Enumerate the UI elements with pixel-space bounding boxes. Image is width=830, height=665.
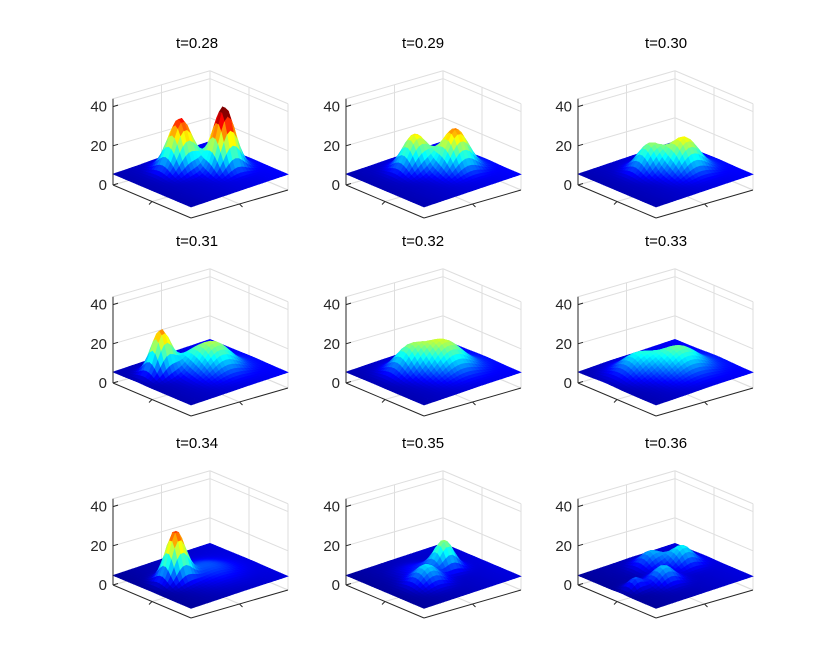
subplot-title: t=0.36 — [645, 435, 687, 452]
z-tick-label: 20 — [323, 538, 340, 555]
subplot-title: t=0.33 — [645, 233, 687, 250]
z-tick-label: 40 — [90, 99, 107, 116]
subplot-title: t=0.29 — [402, 35, 444, 52]
subplot-title: t=0.28 — [176, 35, 218, 52]
z-tick-label: 0 — [99, 577, 107, 594]
z-tick-label: 40 — [555, 499, 572, 516]
subplot-title: t=0.32 — [402, 233, 444, 250]
z-tick-label: 40 — [323, 499, 340, 516]
surface — [577, 136, 754, 208]
z-tick-label: 0 — [564, 577, 572, 594]
z-tick-label: 0 — [564, 177, 572, 194]
subplot-7: 0 20 40 t=0.34 — [90, 435, 289, 619]
subplot-8: 0 20 40 t=0.35 — [323, 435, 522, 619]
z-tick-label: 0 — [564, 375, 572, 392]
subplot-title: t=0.31 — [176, 233, 218, 250]
subplot-1: 0 20 40 t=0.28 — [90, 35, 289, 219]
surface — [112, 106, 289, 208]
z-tick-label: 40 — [555, 99, 572, 116]
z-tick-label: 20 — [323, 336, 340, 353]
surface — [345, 539, 522, 609]
z-tick-label: 40 — [90, 499, 107, 516]
z-tick-label: 20 — [555, 336, 572, 353]
z-tick-label: 0 — [99, 375, 107, 392]
subplot-2: 0 20 40 t=0.29 — [323, 35, 522, 219]
z-tick-label: 20 — [90, 138, 107, 155]
surface — [112, 530, 289, 609]
subplot-title: t=0.30 — [645, 35, 687, 52]
z-tick-label: 0 — [332, 577, 340, 594]
subplot-4: 0 20 40 t=0.31 — [90, 233, 289, 417]
z-tick-label: 40 — [323, 297, 340, 314]
subplot-9: 0 20 40 t=0.36 — [555, 435, 754, 619]
z-tick-label: 20 — [555, 138, 572, 155]
z-tick-label: 20 — [323, 138, 340, 155]
surface — [112, 329, 289, 406]
subplot-title: t=0.34 — [176, 435, 218, 452]
subplot-6: 0 20 40 t=0.33 — [555, 233, 754, 417]
subplot-title: t=0.35 — [402, 435, 444, 452]
surface — [345, 128, 522, 208]
surface — [577, 338, 754, 406]
surface — [577, 542, 754, 609]
z-tick-label: 40 — [323, 99, 340, 116]
z-tick-label: 40 — [555, 297, 572, 314]
z-tick-label: 0 — [332, 177, 340, 194]
subplot-5: 0 20 40 t=0.32 — [323, 233, 522, 417]
z-tick-label: 20 — [90, 336, 107, 353]
z-tick-label: 0 — [332, 375, 340, 392]
z-tick-label: 20 — [90, 538, 107, 555]
surface — [345, 338, 522, 406]
subplot-3: 0 20 40 t=0.30 — [555, 35, 754, 219]
z-tick-label: 40 — [90, 297, 107, 314]
z-tick-label: 20 — [555, 538, 572, 555]
z-tick-label: 0 — [99, 177, 107, 194]
